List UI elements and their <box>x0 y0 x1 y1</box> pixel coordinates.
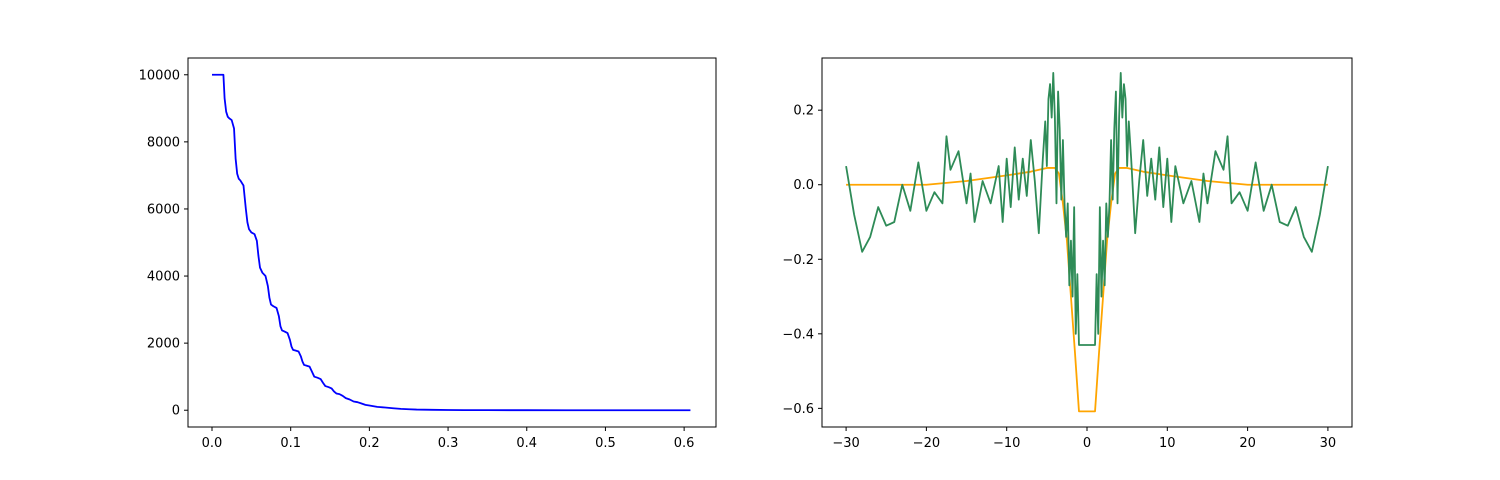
series-line-0 <box>846 167 1328 413</box>
y-tick-label: 0.0 <box>793 178 814 193</box>
y-tick-label: −0.6 <box>782 402 814 417</box>
x-tick-label: −30 <box>832 436 859 451</box>
x-tick-label: 0.1 <box>280 436 301 451</box>
y-tick-label: 2000 <box>147 337 180 352</box>
y-tick-label: −0.4 <box>782 327 814 342</box>
x-tick-label: 0.3 <box>438 436 459 451</box>
x-tick-label: 0 <box>1083 436 1091 451</box>
axes-frame <box>187 57 717 428</box>
x-tick-label: 0.4 <box>516 436 537 451</box>
x-tick-label: 0.6 <box>674 436 695 451</box>
series-line-1 <box>845 72 1329 346</box>
right-plot: −30 −20 −10 0 10 20 30 −0.6 −0.4 −0.2 0.0 0.2 <box>782 57 1353 451</box>
x-tick-label: −10 <box>993 436 1020 451</box>
y-tick-label: 10000 <box>139 68 180 83</box>
x-tick-label: 0.2 <box>359 436 380 451</box>
x-tick-label: −20 <box>913 436 940 451</box>
x-tick-label: 20 <box>1239 436 1256 451</box>
x-tick-label: 0.0 <box>202 436 223 451</box>
y-tick-label: 0 <box>172 404 180 419</box>
y-tick-label: 4000 <box>147 270 180 285</box>
x-tick-label: 30 <box>1320 436 1337 451</box>
series-line-0 <box>212 73 691 412</box>
y-tick-label: 0.2 <box>793 104 814 119</box>
y-tick-label: 8000 <box>147 135 180 150</box>
y-tick-label: 6000 <box>147 202 180 217</box>
left-plot: 0.0 0.1 0.2 0.3 0.4 0.5 0.6 0 2000 4000 6000 8000 10… <box>139 57 717 451</box>
x-tick-label: 0.5 <box>595 436 616 451</box>
x-tick-label: 10 <box>1159 436 1176 451</box>
y-tick-label: −0.2 <box>782 253 814 268</box>
